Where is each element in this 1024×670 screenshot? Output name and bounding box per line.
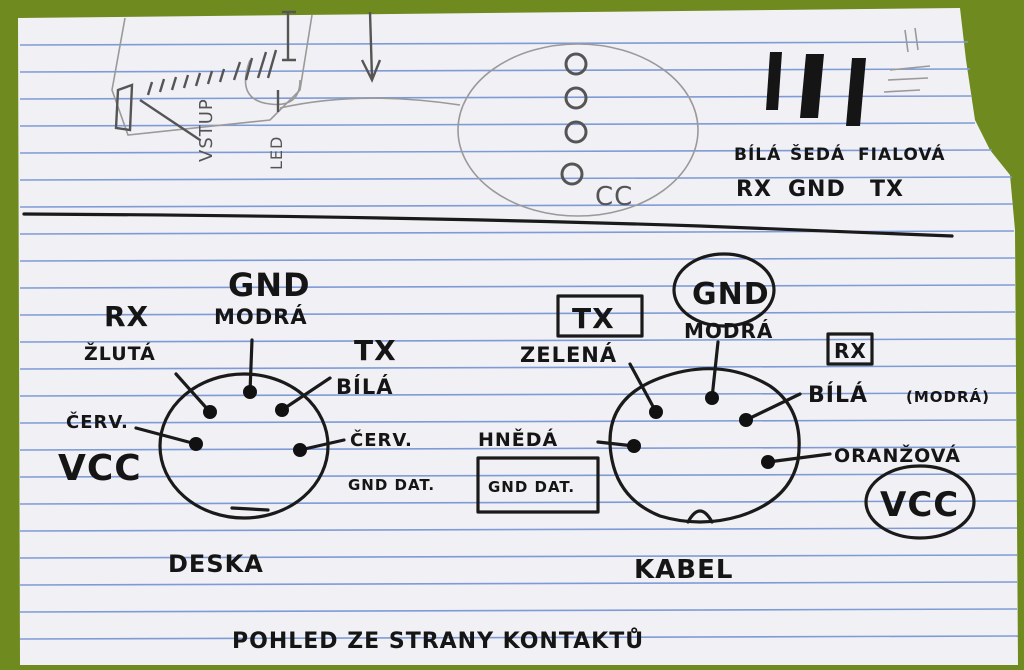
section-divider — [22, 212, 954, 238]
kabel-caption: KABEL — [634, 555, 733, 585]
deska-caption: DESKA — [168, 550, 264, 578]
deska-bila-label: BÍLÁ — [336, 374, 393, 399]
kabel-vcc-circle — [864, 464, 976, 540]
kabel-pin-gnd-dat — [627, 439, 641, 453]
deska-pin-vcc — [189, 437, 203, 451]
kabel-oranzova-label: ORANŽOVÁ — [834, 444, 961, 467]
kabel-modra-paren-label: (MODRÁ) — [906, 387, 990, 406]
deska-modra-label: MODRÁ — [214, 304, 308, 329]
deska-gnd-dat-label: GND DAT. — [348, 476, 435, 494]
kabel-vcc-label: VCC — [880, 485, 959, 525]
kabel-tx-box — [556, 294, 644, 338]
paper-sheet — [18, 8, 1018, 665]
kabel-pin-vcc — [761, 455, 775, 469]
kabel-connector — [596, 340, 832, 524]
deska-connector — [134, 338, 346, 520]
deska-rx-label: RX — [104, 300, 149, 333]
kabel-rx-box — [826, 332, 874, 366]
connector-pins-top — [560, 52, 588, 186]
cc-label: CC — [595, 182, 633, 212]
deska-cerv-right-label: ČERV. — [350, 429, 413, 451]
kabel-zelena-label: ZELENÁ — [520, 342, 617, 367]
vstup-label: VSTUP — [196, 98, 217, 162]
top-pencil-sketch: VSTUP LED CC BÍLÁ ŠEDÁ FIALOVÁ RX GND TX — [111, 10, 945, 217]
kabel-pin-rx — [739, 413, 753, 427]
kabel-pin-gnd — [705, 391, 719, 405]
deska-cerv-left-label: ČERV. — [66, 411, 129, 433]
signal-label-gnd: GND — [788, 177, 846, 202]
wire-label-seda: ŠEDÁ — [790, 143, 845, 165]
kabel-gnd-dat-label: GND DAT. — [488, 478, 575, 496]
kabel-bila-label: BÍLÁ — [808, 382, 868, 408]
deska-tx-label: TX — [354, 334, 397, 367]
kabel-tx-label: TX — [572, 302, 615, 335]
kabel-pin-tx — [649, 405, 663, 419]
kabel-rx-label: RX — [834, 339, 867, 363]
wire-label-fialova: FIALOVÁ — [858, 143, 945, 165]
kabel-hneda-label: HNĚDÁ — [478, 428, 558, 451]
signal-label-tx: TX — [870, 177, 904, 202]
led-label: LED — [267, 136, 286, 170]
deska-pin-gnd — [243, 385, 257, 399]
signal-label-rx: RX — [736, 177, 772, 202]
footer-caption: POHLED ZE STRANY KONTAKTŮ — [232, 628, 644, 654]
ruled-lines — [19, 41, 1019, 640]
pencil-marks-right — [883, 27, 931, 93]
kabel-gnd-dat-box — [476, 456, 600, 514]
kabel-modra-label: MODRÁ — [684, 319, 773, 343]
deska-zluta-label: ŽLUTÁ — [84, 342, 156, 365]
deska-gnd-label: GND — [228, 266, 311, 304]
deska-pin-rx — [203, 405, 217, 419]
kabel-gnd-label: GND — [692, 277, 770, 312]
deska-pin-tx — [275, 403, 289, 417]
deska-pin-gnd-dat — [293, 443, 307, 457]
kabel-gnd-circle — [672, 252, 776, 328]
deska-vcc-label: VCC — [58, 448, 142, 489]
wire-bars — [766, 52, 866, 126]
wire-label-bila: BÍLÁ — [734, 143, 781, 165]
